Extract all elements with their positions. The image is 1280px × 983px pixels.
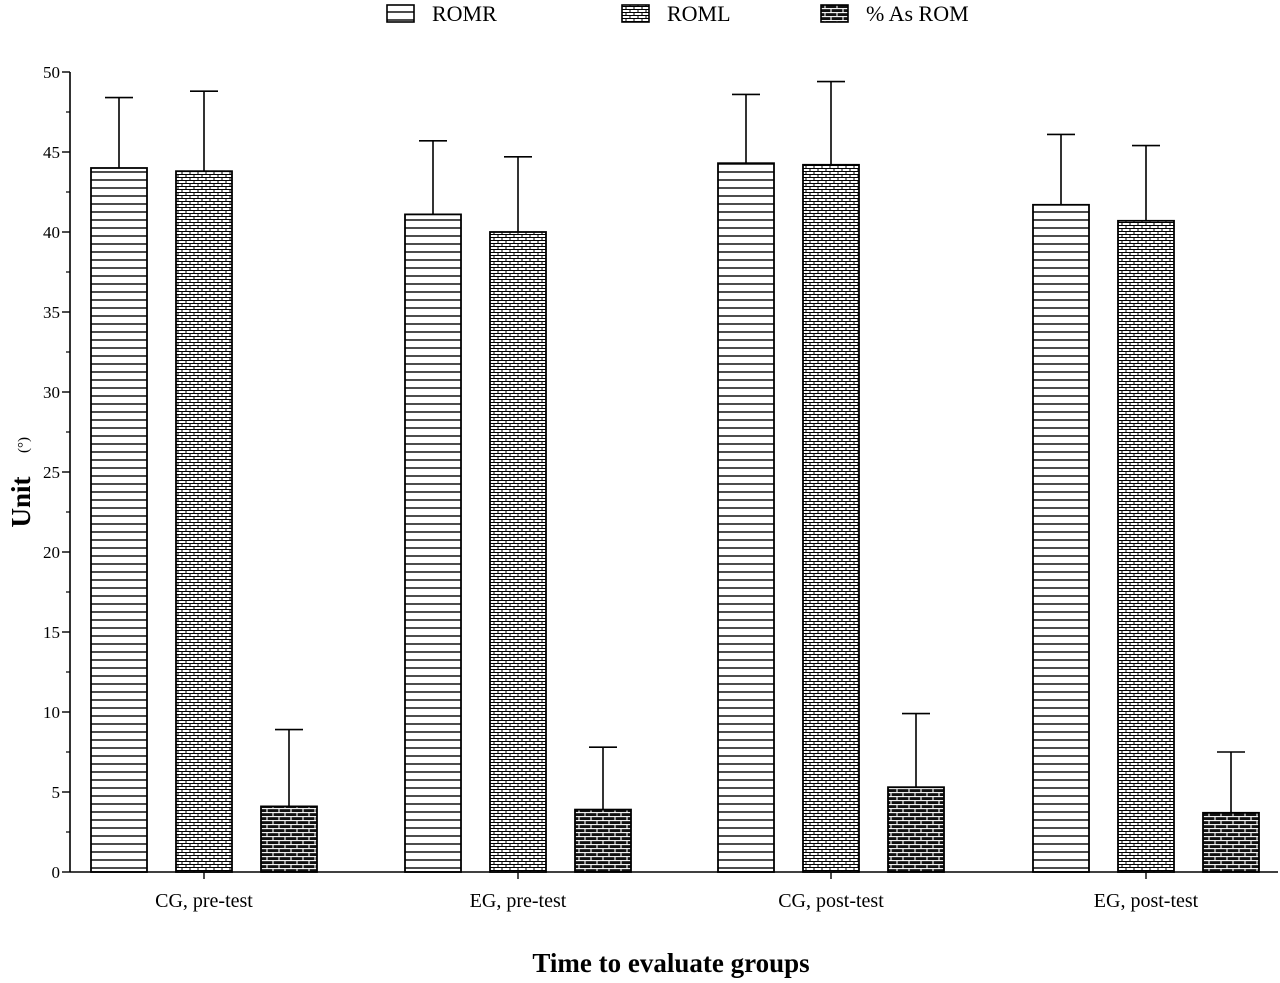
- legend: ROMR ROML % As ROM: [386, 1, 969, 26]
- y-tick-label: 35: [43, 303, 60, 322]
- x-tick-label: EG, post-test: [1094, 890, 1199, 912]
- bar-roml: [802, 163, 860, 873]
- bar-as-rom: [574, 808, 632, 873]
- y-axis-title-text: Unit: [6, 476, 36, 527]
- legend-item: ROML: [621, 1, 731, 26]
- y-tick-label: 0: [52, 863, 61, 882]
- bars: [90, 80, 1260, 873]
- bar-as-rom: [260, 805, 318, 873]
- y-tick-label: 15: [43, 623, 60, 642]
- legend-label: ROML: [667, 1, 731, 26]
- x-tick-label: EG, pre-test: [470, 890, 567, 912]
- bar-roml: [175, 170, 233, 873]
- y-tick-label: 10: [43, 703, 60, 722]
- y-axis-unit-text: (°): [16, 437, 32, 453]
- y-tick-label: 30: [43, 383, 60, 402]
- y-tick-label: 45: [43, 143, 60, 162]
- bar-roml: [489, 231, 547, 873]
- y-tick-label: 25: [43, 463, 60, 482]
- x-axis-title: Time to evaluate groups: [532, 948, 809, 978]
- bar-as-rom: [1202, 811, 1260, 873]
- y-axis-title: Unit (°): [6, 437, 36, 528]
- y-tick-label: 50: [43, 63, 60, 82]
- legend-swatch: [820, 4, 849, 23]
- bar-as-rom: [887, 786, 945, 873]
- bar-romr: [717, 162, 775, 873]
- legend-label: % As ROM: [866, 1, 969, 26]
- x-tick-label: CG, post-test: [778, 890, 884, 912]
- legend-label: ROMR: [432, 1, 497, 26]
- x-axis: CG, pre-test EG, pre-test CG, post-test EG,…: [70, 871, 1278, 912]
- y-tick-label: 20: [43, 543, 60, 562]
- legend-item: ROMR: [386, 1, 497, 26]
- bar-romr: [90, 167, 148, 873]
- bar-romr: [1032, 203, 1090, 873]
- legend-swatch: [386, 4, 415, 23]
- y-axis: 0 5 10 15 20 25 30 35 40 45 50: [43, 63, 71, 882]
- y-tick-label: 5: [52, 783, 61, 802]
- legend-item: % As ROM: [820, 1, 969, 26]
- bar-romr: [404, 213, 462, 873]
- x-tick-label: CG, pre-test: [155, 890, 253, 912]
- bar-roml: [1117, 219, 1175, 873]
- y-tick-label: 40: [43, 223, 60, 242]
- legend-swatch: [621, 4, 650, 23]
